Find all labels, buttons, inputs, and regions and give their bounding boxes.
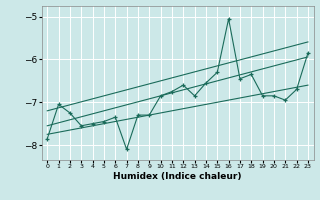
X-axis label: Humidex (Indice chaleur): Humidex (Indice chaleur) <box>113 172 242 181</box>
